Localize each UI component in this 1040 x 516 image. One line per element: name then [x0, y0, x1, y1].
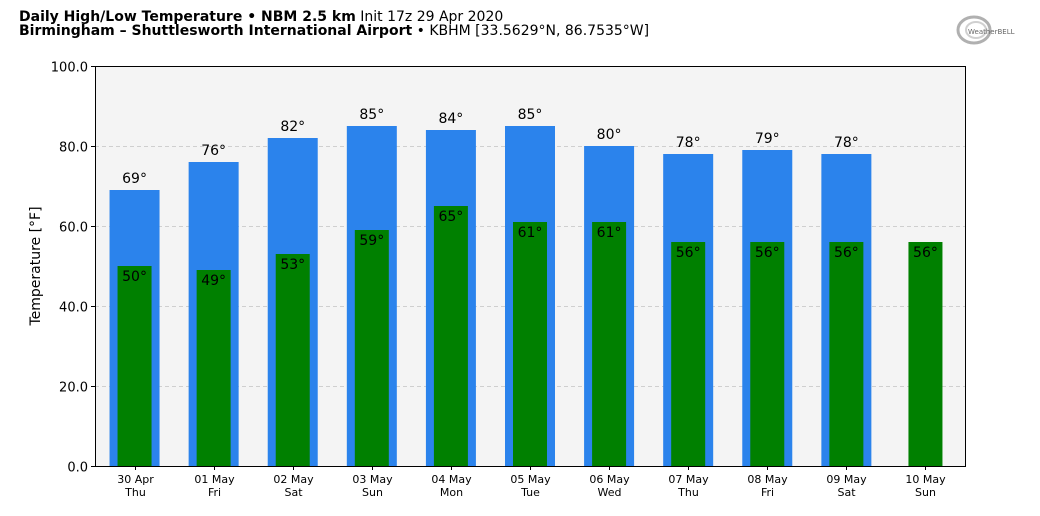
x-tick-date: 06 May: [589, 473, 630, 486]
y-tick-label: 100.0: [51, 61, 88, 76]
chart-subtitle: Birmingham – Shuttlesworth International…: [19, 23, 649, 39]
low-label: 56°: [913, 245, 938, 261]
x-tick-date: 30 Apr: [117, 473, 154, 486]
low-bar: [671, 242, 706, 466]
low-bar: [908, 242, 943, 466]
low-bar: [750, 242, 785, 466]
low-label: 49°: [201, 273, 226, 289]
y-tick-label: 60.0: [59, 221, 88, 236]
high-label: 79°: [755, 131, 780, 147]
low-label: 61°: [518, 225, 543, 241]
x-tick-date: 10 May: [905, 473, 946, 486]
x-tick-day: Sun: [915, 486, 936, 499]
high-label: 78°: [834, 135, 859, 151]
x-tick-day: Thu: [677, 486, 699, 499]
x-tick-day: Sun: [362, 486, 383, 499]
high-label: 84°: [438, 111, 463, 127]
high-label: 69°: [122, 171, 147, 187]
y-tick-label: 40.0: [59, 301, 88, 316]
x-tick-day: Mon: [440, 486, 463, 499]
low-label: 50°: [122, 269, 147, 285]
x-tick-date: 09 May: [826, 473, 867, 486]
station-coords: • KBHM [33.5629°N, 86.7535°W]: [412, 23, 650, 39]
low-bar: [196, 270, 231, 466]
x-tick-day: Fri: [761, 486, 774, 499]
low-bar: [433, 206, 468, 466]
low-label: 56°: [834, 245, 859, 261]
x-tick-date: 02 May: [273, 473, 314, 486]
title-bold: Daily High/Low Temperature • NBM 2.5 km: [19, 9, 356, 25]
low-bar: [275, 254, 310, 466]
x-tick-date: 05 May: [510, 473, 551, 486]
init-time: Init 17z 29 Apr 2020: [355, 9, 504, 25]
low-label: 56°: [676, 245, 701, 261]
low-label: 53°: [280, 257, 305, 273]
y-tick-label: 20.0: [59, 381, 88, 396]
low-label: 56°: [755, 245, 780, 261]
low-bar: [117, 266, 152, 466]
y-tick-label: 80.0: [59, 141, 88, 156]
low-label: 59°: [359, 233, 384, 249]
x-tick-day: Wed: [598, 486, 622, 499]
data-labels: 69° 50° 76° 49° 82° 53° 85° 59° 84° 65° 85° 61° 80° 6…: [122, 107, 938, 289]
x-tick-date: 04 May: [431, 473, 472, 486]
high-label: 78°: [676, 135, 701, 151]
low-label: 65°: [438, 209, 463, 225]
x-tick-day: Fri: [208, 486, 221, 499]
x-tick-date: 07 May: [668, 473, 709, 486]
x-tick-date: 08 May: [747, 473, 788, 486]
low-bars: [117, 206, 943, 466]
x-tick-day: Sat: [284, 486, 303, 499]
high-label: 85°: [518, 107, 543, 123]
x-tick-day: Tue: [520, 486, 540, 499]
x-tick-date: 01 May: [194, 473, 235, 486]
x-tick-date: 03 May: [352, 473, 393, 486]
x-tick-day: Sat: [837, 486, 856, 499]
station-name: Birmingham – Shuttlesworth International…: [19, 23, 413, 39]
y-axis: 0.0 20.0 40.0 60.0 80.0 100.0: [51, 61, 95, 476]
high-label: 76°: [201, 143, 226, 159]
y-axis-label: Temperature [°F]: [28, 206, 44, 326]
low-bar: [513, 222, 547, 466]
high-label: 80°: [597, 127, 622, 143]
logo-text: WeatherBELL: [968, 28, 1015, 36]
low-label: 61°: [597, 225, 622, 241]
low-bar: [592, 222, 627, 466]
y-tick-label: 0.0: [67, 461, 88, 476]
x-tick-day: Thu: [124, 486, 146, 499]
weatherbell-logo: WeatherBELL: [955, 13, 1019, 47]
chart-title: Daily High/Low Temperature • NBM 2.5 km …: [19, 9, 503, 25]
low-bar: [354, 230, 389, 466]
low-bar: [829, 242, 864, 466]
high-label: 82°: [280, 119, 305, 135]
high-label: 85°: [359, 107, 384, 123]
